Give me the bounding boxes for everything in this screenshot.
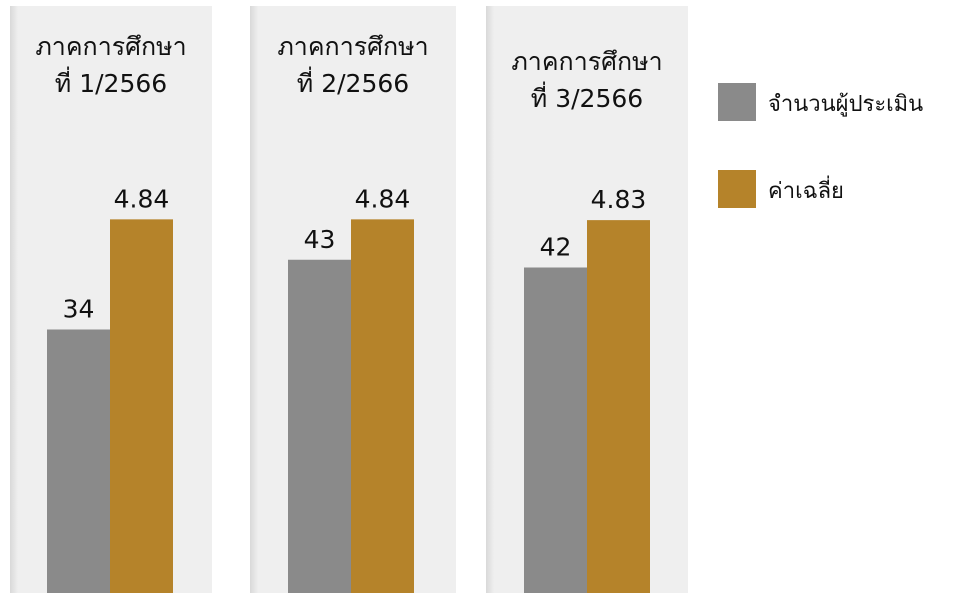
data-label-average-2: 4.84 [355,184,411,213]
data-label-count-3: 42 [540,233,572,262]
value-labels: 34 4.84 43 4.84 42 4.83 [63,184,647,323]
category-title-3-line-2: ที่ 3/2566 [531,81,643,113]
category-title-1-line-1: ภาคการศึกษา [35,32,186,61]
legend-label-1: จำนวนผู้ประเมิน [768,92,923,117]
bar-average-1 [110,219,173,593]
bars [47,219,650,593]
legend: จำนวนผู้ประเมินค่าเฉลี่ย [718,83,923,208]
bar-count-2 [288,259,351,593]
legend-swatch-2 [718,170,756,208]
legend-label-2: ค่าเฉลี่ย [768,175,844,204]
category-title-3-line-1: ภาคการศึกษา [511,47,662,76]
bar-average-2 [351,219,414,593]
bar-count-3 [524,267,587,593]
bar-count-1 [47,329,110,593]
data-label-count-2: 43 [304,225,336,254]
bar-average-3 [587,220,650,593]
data-label-average-3: 4.83 [591,185,647,214]
category-title-2-line-2: ที่ 2/2566 [297,66,409,98]
category-title-2-line-1: ภาคการศึกษา [277,32,428,61]
data-label-count-1: 34 [63,295,95,324]
category-title-1-line-2: ที่ 1/2566 [55,66,167,98]
data-label-average-1: 4.84 [114,184,170,213]
legend-swatch-1 [718,83,756,121]
